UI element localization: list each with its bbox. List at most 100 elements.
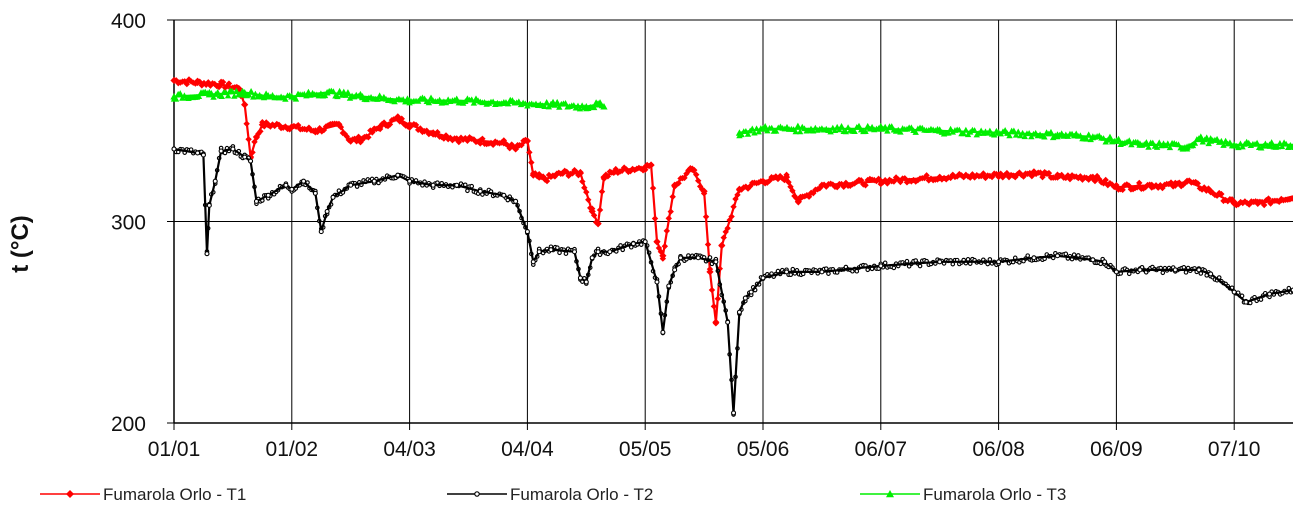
point-t3-19 [936,127,944,134]
point-t3-17 [818,125,826,132]
point-t3-28 [1207,137,1215,144]
point-t1-10 [311,127,319,135]
legend-label-t3: Fumarola Orlo - T3 [923,485,1066,504]
point-t2-61 [1102,259,1108,265]
point-t1-27 [576,169,585,177]
point-t2-4 [206,202,212,208]
point-t2-56 [937,259,943,265]
x-tick-label-5: 05/06 [737,438,790,461]
point-t1-32 [641,163,649,171]
point-t2-18 [330,194,336,200]
point-t3-22 [1089,133,1097,140]
point-t2-19 [348,182,354,188]
point-t1-38 [700,187,708,195]
y-tick-label-300: 300 [111,212,146,235]
point-t2-66 [1208,271,1214,277]
point-t2-6 [218,148,224,154]
point-t2-7 [230,146,236,152]
point-t1-29 [594,219,602,228]
point-t3-0 [170,92,178,100]
point-t3-2 [241,88,249,96]
point-t2-5 [212,178,218,184]
point-t3-23 [1112,137,1120,144]
point-t3-10 [547,101,555,108]
point-t1-39 [706,268,714,276]
point-t1-1 [193,78,202,87]
point-t2-58 [1031,255,1037,261]
point-t3-7 [406,97,414,104]
point-t2-31 [548,247,554,253]
series-t3 [170,87,1293,152]
point-t2-46 [713,259,719,265]
legend-label-t2: Fumarola Orlo - T2 [510,485,653,504]
point-t2-21 [395,172,401,178]
point-t3-4 [288,92,296,100]
x-tick-label-7: 06/08 [972,438,1025,461]
point-t1-50 [1030,169,1038,177]
point-t3-9 [500,99,508,106]
point-t3-18 [877,125,885,132]
point-t2-25 [477,188,483,194]
point-t2-60 [1090,257,1096,263]
point-t3-6 [358,92,367,100]
point-t2-62 [1113,269,1119,275]
point-t2-55 [878,263,884,269]
point-t1-55 [1171,181,1179,189]
point-t1-51 [1053,173,1062,181]
point-t3-8 [453,97,461,104]
point-t2-36 [595,249,601,255]
point-t1-47 [877,177,885,185]
point-t1-17 [429,129,437,137]
x-tick-label-3: 04/04 [501,438,554,461]
point-t1-57 [1207,187,1215,195]
point-t1-40 [712,318,720,326]
point-t2-68 [1243,299,1249,305]
x-tick-label-0: 01/01 [148,438,201,461]
point-t2-34 [583,279,589,285]
point-t1-4 [241,101,249,109]
point-t2-45 [695,255,701,261]
point-t1-24 [535,173,543,181]
point-t2-29 [530,259,536,265]
series-t3-line-0 [173,91,605,108]
point-t2-12 [283,182,289,188]
point-t2-10 [253,198,259,204]
point-t2-20 [371,178,377,184]
point-t2-50 [742,295,748,301]
point-t2-40 [654,279,660,285]
point-t3-21 [1053,131,1062,138]
point-t2-37 [607,249,613,255]
legend-marker-t2 [474,491,480,497]
point-t1-54 [1148,181,1156,189]
point-t1-46 [818,181,826,189]
point-t1-26 [559,169,567,177]
point-t1-14 [376,123,384,131]
point-t2-52 [760,275,766,281]
point-t2-16 [318,229,324,235]
x-tick-label-9: 07/10 [1208,438,1261,461]
x-tick-label-4: 05/05 [619,438,672,461]
point-t1-15 [394,115,402,123]
point-t3-20 [995,129,1003,136]
point-t2-17 [324,208,330,214]
point-t1-22 [523,137,531,145]
x-tick-label-6: 06/07 [855,438,908,461]
point-t1-45 [794,197,802,205]
x-tick-label-2: 04/03 [383,438,436,461]
point-t1-23 [529,171,537,179]
point-t2-38 [630,241,636,247]
point-t2-51 [748,289,754,295]
point-t1-33 [647,161,655,169]
point-t1-60 [1277,195,1285,203]
point-t3-12 [594,101,602,108]
point-t3-15 [735,129,744,136]
point-t1-34 [653,238,661,246]
point-t2-1 [195,150,201,156]
point-t2-30 [536,249,542,255]
point-t2-69 [1267,291,1273,297]
point-t3-27 [1195,135,1203,142]
point-t3-30 [1265,141,1274,148]
point-t2-24 [454,182,460,188]
point-t2-3 [204,251,210,257]
